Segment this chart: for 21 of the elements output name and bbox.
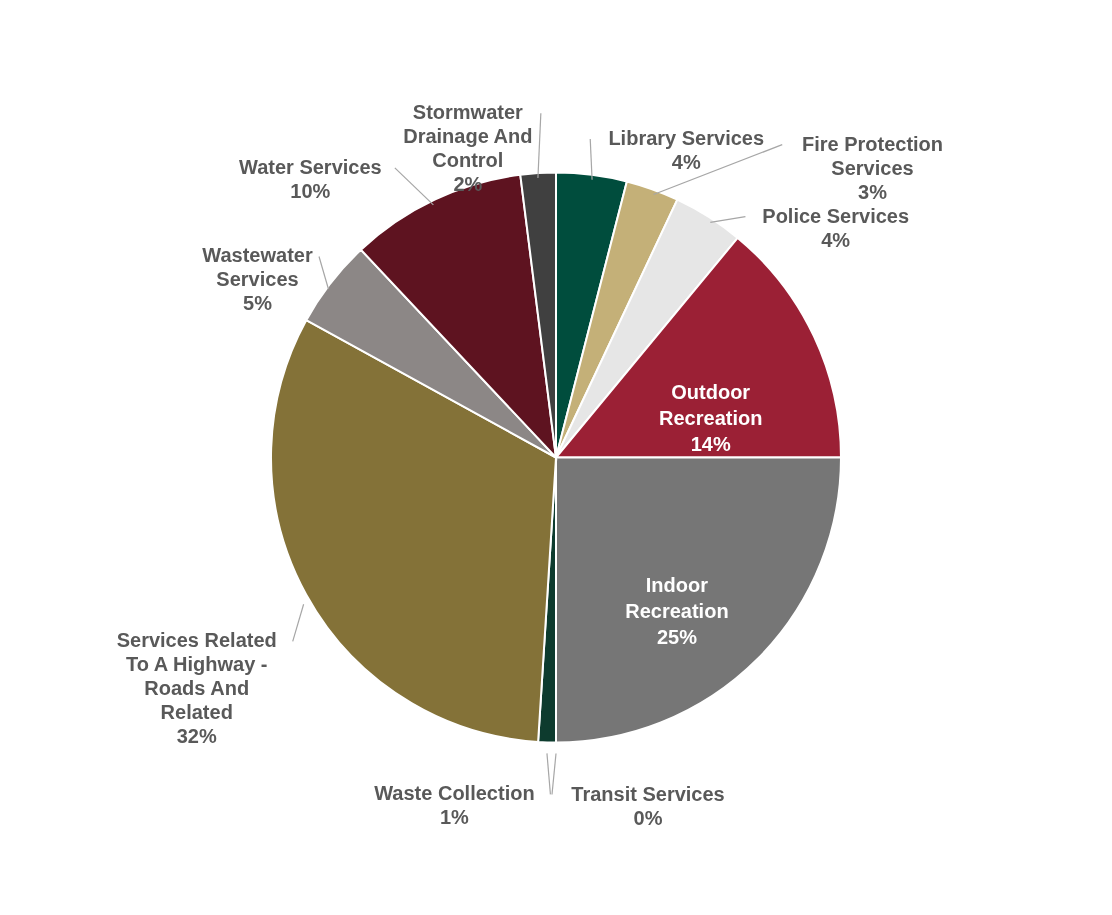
slice-label: Water Services <box>239 155 382 178</box>
data-label: 25% <box>656 626 698 649</box>
data-label: 10% <box>290 179 331 202</box>
slice-label: Wastewater Services <box>202 244 313 291</box>
data-label: 4% <box>821 228 851 251</box>
slice-label: Police Services <box>762 204 910 227</box>
category-label: Transit Services <box>571 782 725 805</box>
data-label: 14% <box>690 432 731 455</box>
slice-label: Stormwater Drainage And Control <box>403 101 533 172</box>
slice-label: Library Services <box>608 127 765 150</box>
slice-label: Indoor Recreation <box>625 574 729 623</box>
slice-label: Waste Collection <box>374 782 535 805</box>
data-label: 1% <box>439 806 470 829</box>
data-label: 4% <box>671 151 701 174</box>
text: 0% <box>633 806 663 829</box>
data-label: 5% <box>243 292 273 315</box>
data-label: 3% <box>858 180 888 203</box>
data-label: 32% <box>176 725 217 748</box>
slice-label: Fire Protection Services <box>801 132 944 179</box>
slice-label: Services Related To A Highway - Roads And Related <box>116 629 277 724</box>
slice-label: Outdoor Recreation <box>659 380 763 429</box>
